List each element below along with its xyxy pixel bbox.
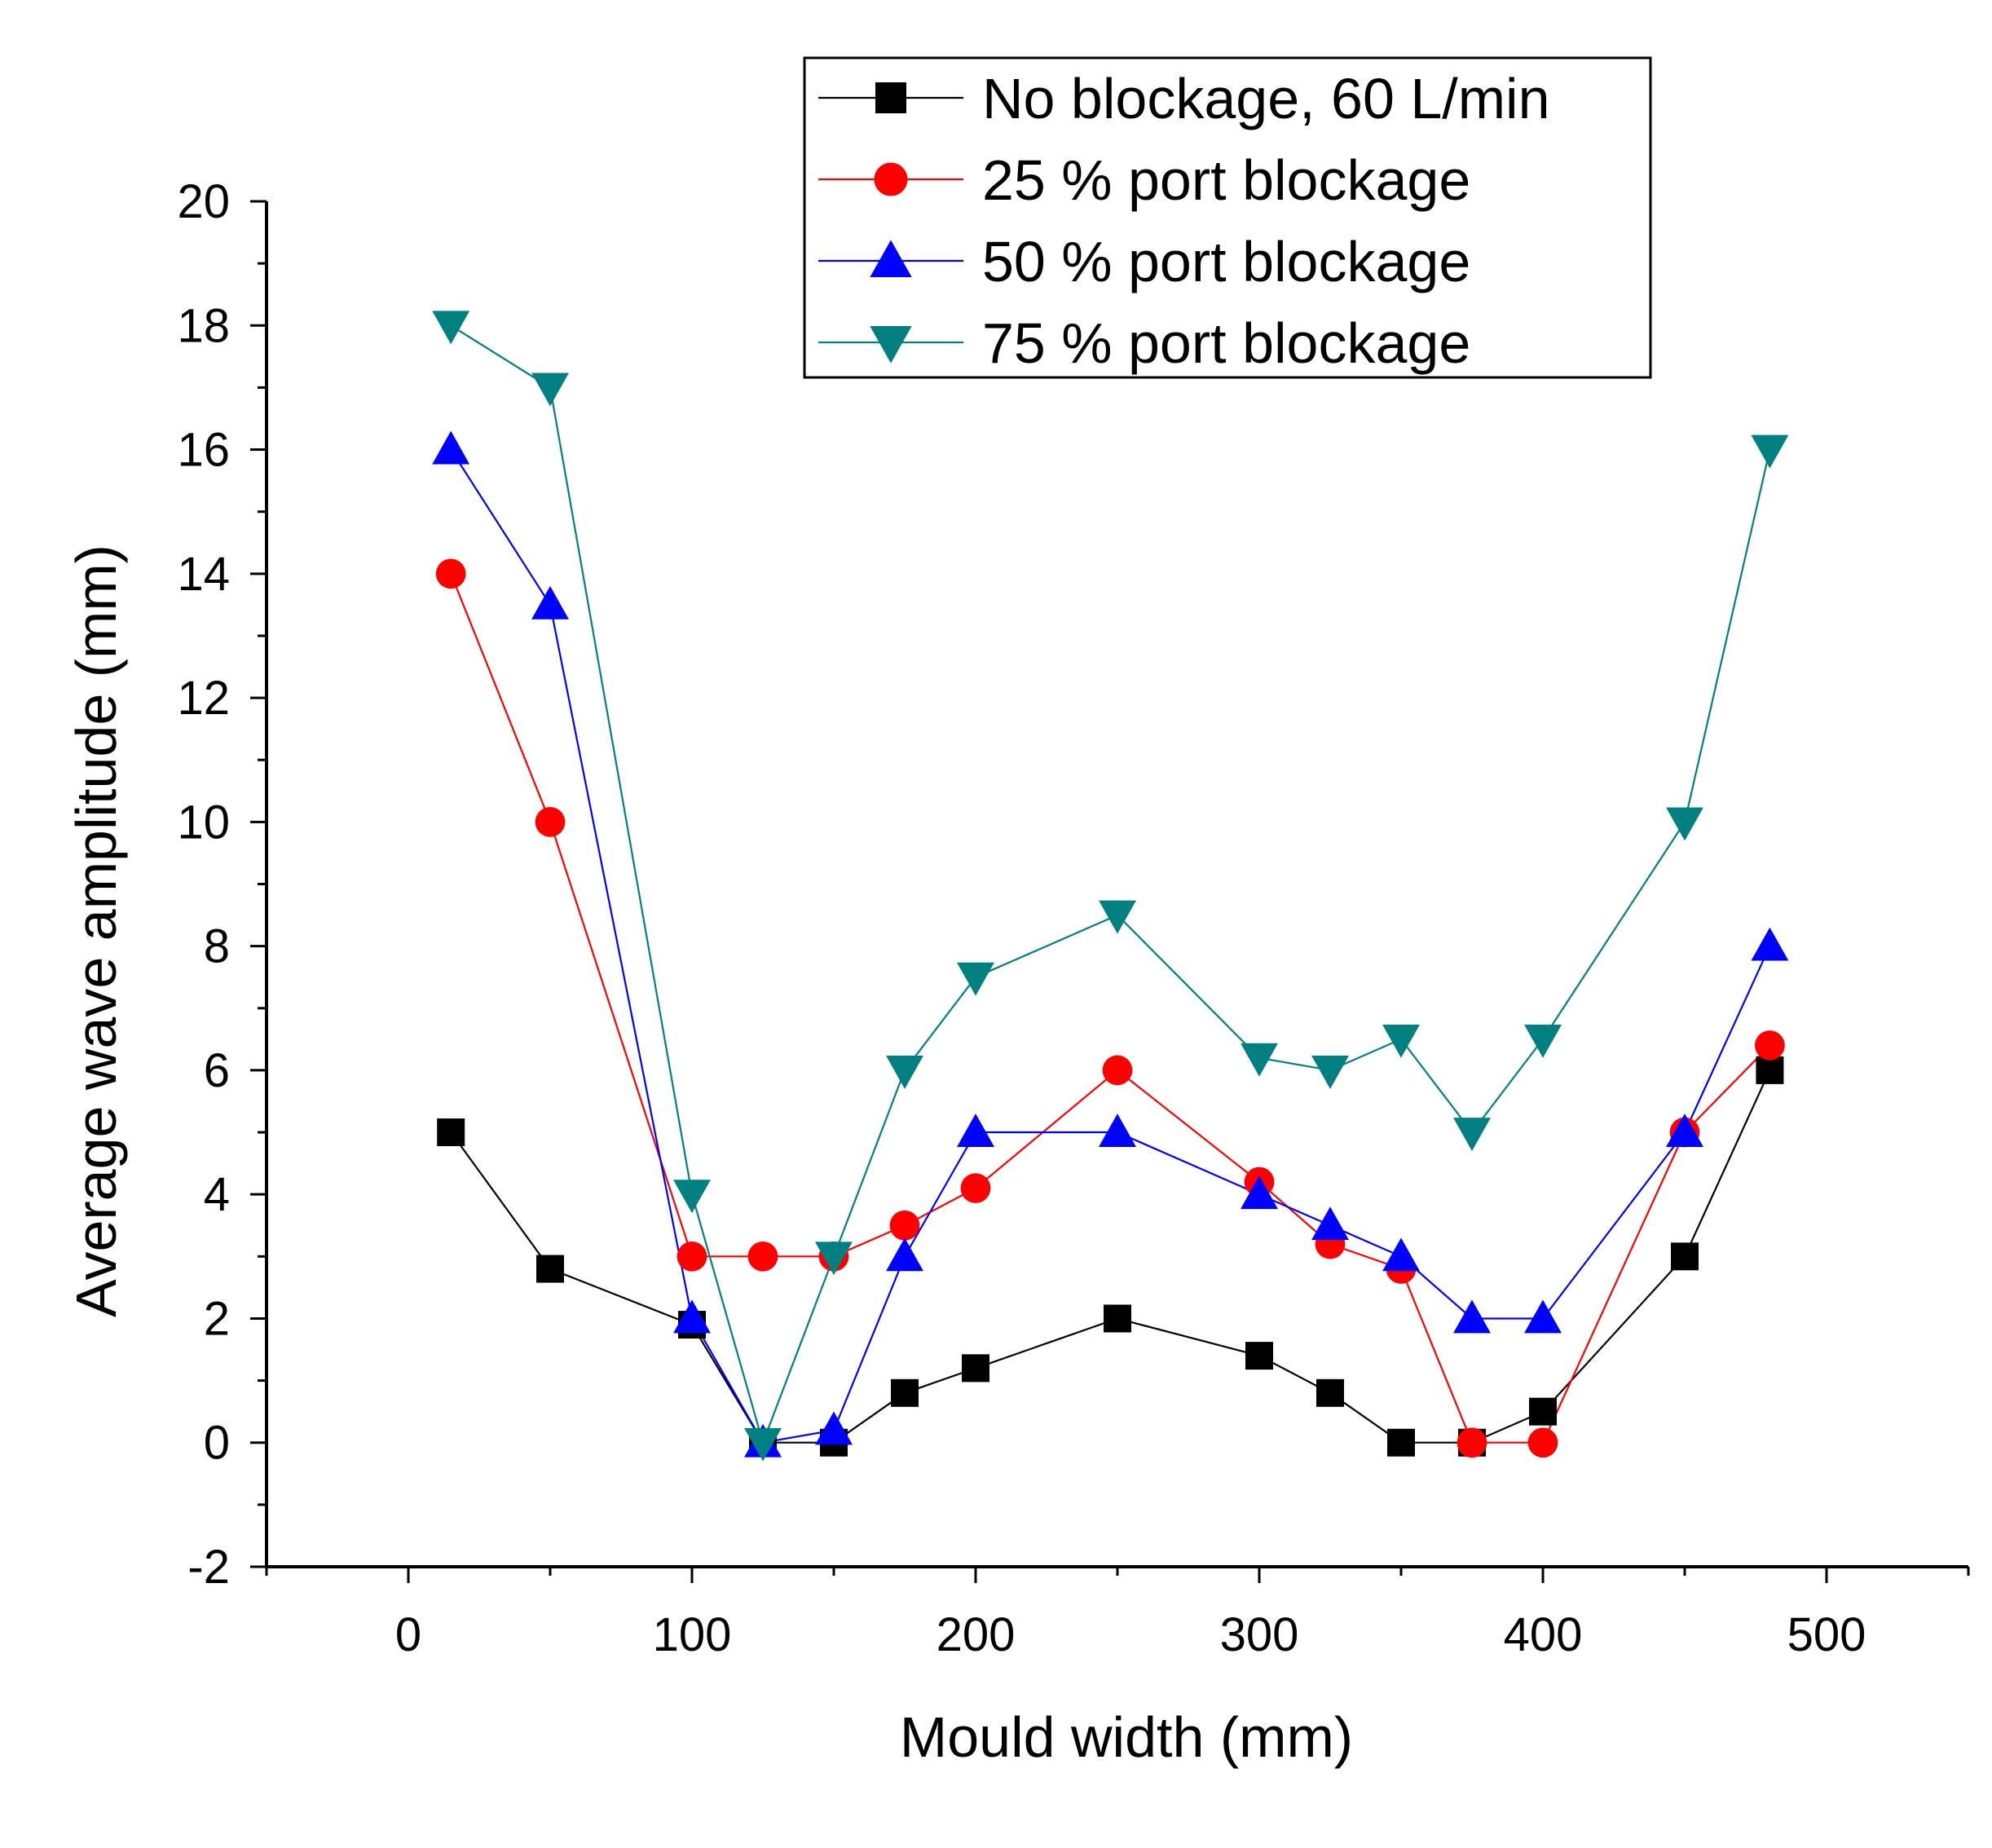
data-point-4 xyxy=(815,1242,853,1276)
data-point-3 xyxy=(815,1411,853,1445)
y-tick-label: 2 xyxy=(204,1292,230,1345)
data-point-1 xyxy=(1316,1378,1344,1407)
data-point-1 xyxy=(437,1118,465,1147)
data-point-4 xyxy=(1241,1043,1278,1077)
data-point-4 xyxy=(1311,1056,1349,1089)
data-point-3 xyxy=(1382,1237,1420,1272)
y-tick-label: 6 xyxy=(204,1044,230,1097)
data-point-1 xyxy=(891,1378,919,1407)
data-point-4 xyxy=(1751,434,1789,469)
legend-label: 75 % port blockage xyxy=(982,311,1470,375)
data-point-2 xyxy=(435,558,466,589)
data-point-4 xyxy=(1524,1024,1562,1058)
data-point-3 xyxy=(1751,927,1789,961)
y-tick-label: 4 xyxy=(204,1168,230,1221)
data-point-4 xyxy=(1453,1118,1491,1151)
legend-box xyxy=(803,56,1652,379)
data-point-1 xyxy=(536,1255,564,1283)
data-point-1 xyxy=(1387,1428,1415,1457)
data-point-3 xyxy=(432,430,470,465)
x-tick-label: 300 xyxy=(1220,1608,1299,1661)
axis-ticks: 0 100 200 300 400 500 -2 0 2 4 6 8 10 12 14 16 18 20 xyxy=(177,175,1970,1661)
y-tick-label: 8 xyxy=(204,920,230,973)
legend-label: No blockage, 60 L/min xyxy=(982,67,1550,130)
data-point-3 xyxy=(673,1299,711,1334)
series-lines xyxy=(450,324,1771,1446)
x-tick-label: 500 xyxy=(1787,1608,1866,1661)
legend-marker xyxy=(870,325,912,364)
data-point-4 xyxy=(531,373,569,407)
data-point-4 xyxy=(744,1427,782,1462)
legend-marker xyxy=(875,82,906,113)
x-tick-label: 400 xyxy=(1504,1608,1583,1661)
legend-items: No blockage, 60 L/min 25 % port blockage 5… xyxy=(818,67,1550,375)
y-tick-label: 16 xyxy=(177,424,230,477)
data-point-2 xyxy=(535,807,566,837)
data-point-2 xyxy=(1755,1030,1785,1061)
data-point-3 xyxy=(1099,1114,1136,1147)
data-point-2 xyxy=(1527,1427,1558,1458)
data-point-3 xyxy=(1453,1299,1491,1334)
legend-label: 50 % port blockage xyxy=(982,230,1470,293)
series-markers xyxy=(432,311,1789,1462)
x-tick-label: 100 xyxy=(653,1608,732,1661)
data-point-4 xyxy=(1382,1024,1420,1058)
data-point-4 xyxy=(957,962,994,996)
data-point-1 xyxy=(1245,1342,1273,1370)
axes xyxy=(265,201,1968,1568)
data-point-3 xyxy=(1241,1175,1278,1210)
legend-label: 25 % port blockage xyxy=(982,148,1470,212)
data-point-4 xyxy=(886,1056,923,1089)
data-point-1 xyxy=(1104,1304,1131,1333)
x-tick-label: 0 xyxy=(395,1608,421,1661)
data-point-1 xyxy=(1671,1242,1699,1271)
y-tick-label: 10 xyxy=(177,796,230,849)
data-point-2 xyxy=(747,1241,778,1272)
data-point-2 xyxy=(1102,1055,1133,1086)
x-axis-title: Mould width (mm) xyxy=(900,1705,1353,1769)
legend-marker xyxy=(874,162,908,196)
series-line-4 xyxy=(450,324,1771,1446)
legend: No blockage, 60 L/min 25 % port blockage 5… xyxy=(803,56,1652,379)
x-tick-label: 200 xyxy=(937,1608,1016,1661)
data-point-1 xyxy=(962,1354,989,1383)
y-tick-label: 18 xyxy=(177,299,230,352)
data-point-4 xyxy=(673,1180,711,1214)
data-point-4 xyxy=(1666,807,1703,841)
data-point-1 xyxy=(1756,1056,1784,1084)
y-tick-label: 0 xyxy=(204,1417,230,1470)
data-point-2 xyxy=(1457,1427,1487,1458)
data-point-3 xyxy=(1524,1299,1562,1334)
data-point-3 xyxy=(957,1114,994,1147)
y-axis-title: Average wave amplitude (mm) xyxy=(64,545,128,1317)
legend-marker xyxy=(870,240,912,278)
y-tick-label: -2 xyxy=(187,1541,230,1594)
data-point-2 xyxy=(960,1173,991,1203)
data-point-1 xyxy=(1529,1397,1557,1426)
data-point-2 xyxy=(676,1241,707,1272)
data-point-3 xyxy=(531,585,569,620)
data-point-2 xyxy=(889,1210,920,1241)
data-point-3 xyxy=(886,1237,923,1272)
data-point-3 xyxy=(1311,1206,1349,1241)
data-point-4 xyxy=(1099,900,1136,934)
y-tick-label: 20 xyxy=(177,175,230,228)
data-point-4 xyxy=(432,311,470,345)
data-point-3 xyxy=(1666,1114,1703,1147)
y-tick-label: 12 xyxy=(177,672,230,725)
y-tick-label: 14 xyxy=(177,548,230,601)
